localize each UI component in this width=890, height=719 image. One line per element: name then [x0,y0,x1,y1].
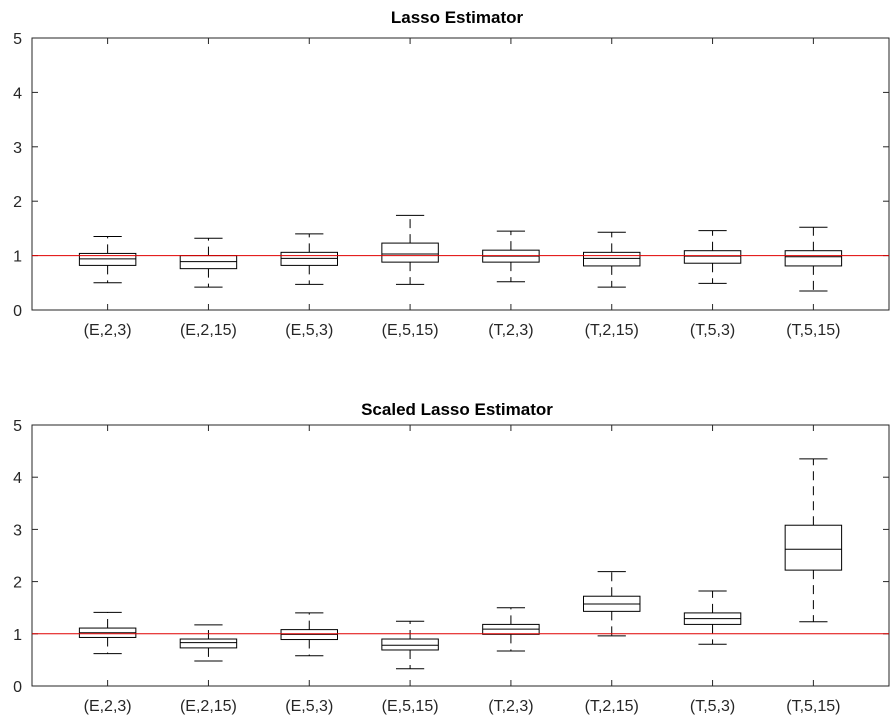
lasso-box [78,252,137,266]
lasso-y-tick-label: 0 [13,303,22,320]
scaled-lasso-y-tick-label: 5 [13,418,22,435]
lasso-box [280,251,338,266]
lasso-x-tick-label: (T,5,15) [786,322,840,339]
lasso-x-tick-label: (E,5,3) [285,322,333,339]
lasso-x-tick-label: (T,2,3) [488,322,533,339]
lasso-y-tick-label: 4 [13,85,22,102]
scaled-lasso-panel-title: Scaled Lasso Estimator [361,400,553,419]
lasso-x-tick-label: (T,5,3) [690,322,735,339]
scaled-lasso-y-tick-label: 0 [13,679,22,696]
scaled-lasso-plot-area: 0 1 2 3 4 5 (E,2,3) (E,2,15) (E,5,3) (E,5,15) (T,2… [13,418,890,715]
scaled-lasso-axes-box [31,424,890,687]
scaled-lasso-x-tick-label: (T,2,15) [585,698,639,715]
lasso-estimator-panel: Lasso Estimator 0 1 2 3 4 5 (E,2,3) (E,2,15) (E,… [13,8,890,339]
scaled-lasso-estimator-panel: Scaled Lasso Estimator 0 1 2 3 4 5 (E,2,3) (E,2… [13,400,890,715]
scaled-lasso-x-tick-label: (T,5,3) [690,698,735,715]
lasso-box [784,250,843,267]
lasso-box [683,250,742,264]
scaled-lasso-y-tick-label: 1 [13,627,22,644]
scaled-lasso-x-tick-label: (E,5,15) [382,698,439,715]
scaled-lasso-y-tick-label: 4 [13,470,22,487]
scaled-lasso-x-tick-label: (T,2,3) [488,698,533,715]
lasso-y-tick-label: 2 [13,194,22,211]
scaled-lasso-x-tick-label: (E,5,3) [285,698,333,715]
lasso-y-tick-label: 3 [13,140,22,157]
lasso-x-tick-label: (E,2,15) [180,322,237,339]
scaled-lasso-y-tick-label: 3 [13,522,22,539]
lasso-box [381,242,439,263]
lasso-y-tick-label: 5 [13,31,22,48]
lasso-y-tick-label: 1 [13,249,22,266]
scaled-lasso-box [784,524,843,571]
lasso-x-tick-label: (E,2,3) [84,322,132,339]
lasso-x-tick-label: (T,2,15) [585,322,639,339]
scaled-lasso-x-tick-label: (T,5,15) [786,698,840,715]
lasso-plot-area: 0 1 2 3 4 5 (E,2,3) (E,2,15) (E,5,3) (E,5,15) (T,2… [13,31,890,339]
lasso-x-tick-label: (E,5,15) [382,322,439,339]
lasso-box [583,251,641,267]
scaled-lasso-y-tick-label: 2 [13,575,22,592]
lasso-panel-title: Lasso Estimator [391,8,524,27]
scaled-lasso-x-tick-label: (E,2,3) [84,698,132,715]
scaled-lasso-box [179,638,238,649]
scaled-lasso-x-tick-label: (E,2,15) [180,698,237,715]
scaled-lasso-box [381,638,439,651]
lasso-axes-box [31,37,890,311]
